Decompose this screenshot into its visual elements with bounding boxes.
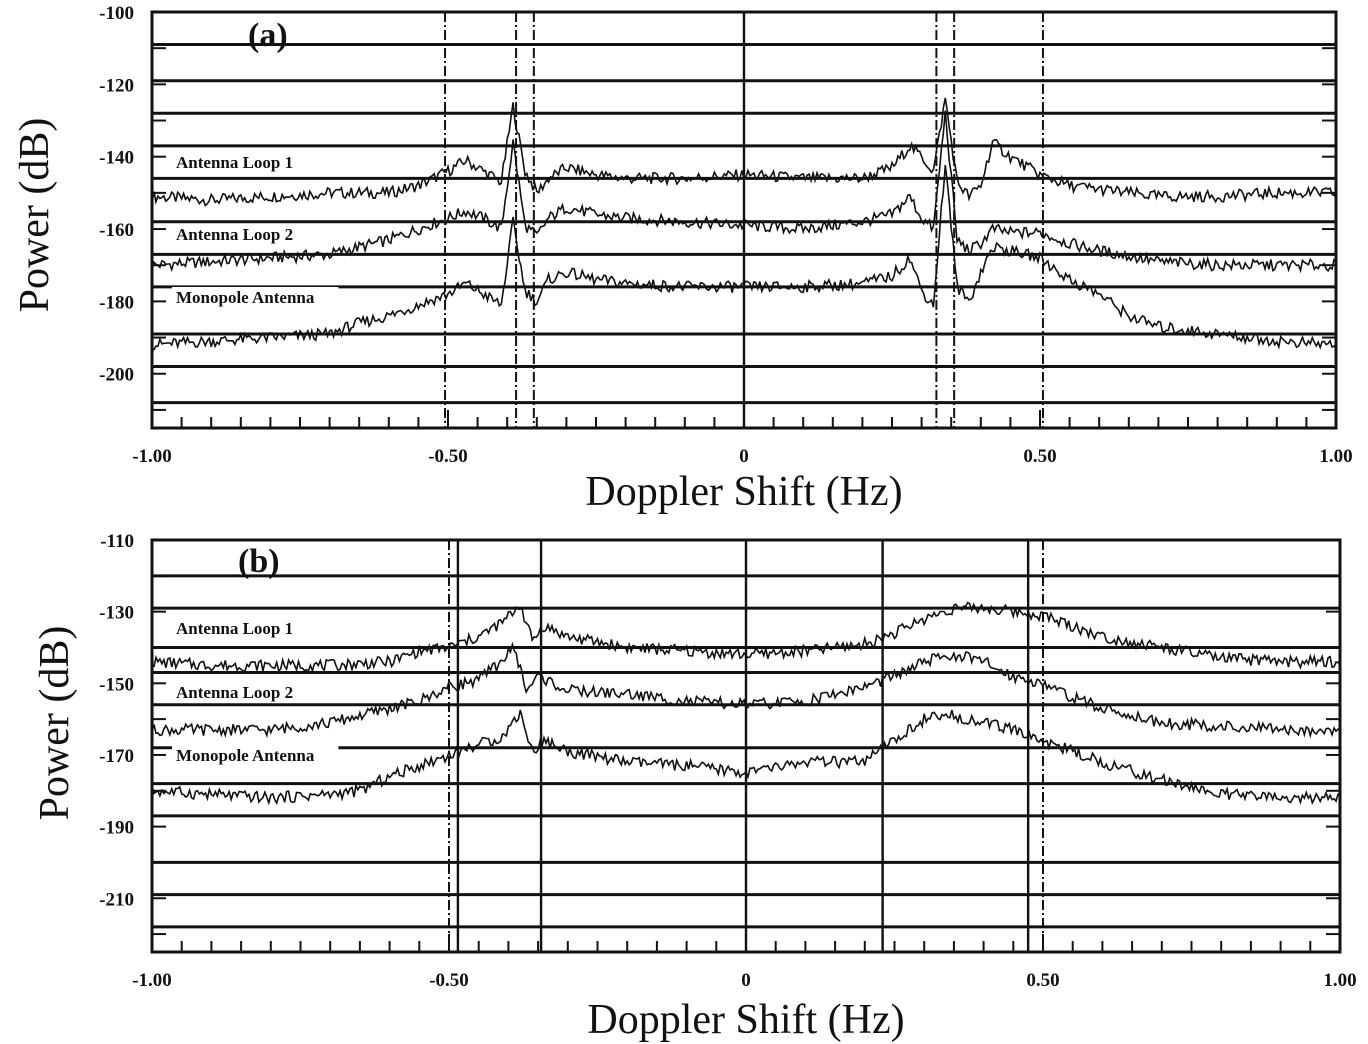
series-label-bg	[172, 152, 318, 172]
series-label: Antenna Loop 2	[176, 225, 293, 244]
y-axis-ticks: -110 -130 -150 -170 -190 -210	[99, 531, 1340, 936]
x-axis-title: Doppler Shift (Hz)	[585, 469, 902, 515]
series-label: Monopole Antenna	[176, 288, 315, 307]
y-tick-label: -190	[99, 818, 134, 839]
y-tick-label: -170	[99, 746, 134, 767]
x-tick-label: 0.50	[1023, 446, 1056, 467]
series-label-bg	[172, 287, 339, 307]
series-labels: Antenna Loop 1 Antenna Loop 2 Monopole Ant…	[172, 152, 339, 307]
series-label: Antenna Loop 1	[176, 619, 293, 638]
series-line-0	[151, 601, 1341, 674]
y-tick-label: -100	[99, 3, 134, 24]
plot-frame	[150, 538, 1342, 954]
y-tick-label: -180	[99, 292, 134, 313]
series-line-1	[151, 641, 1341, 739]
x-tick-label: 0.50	[1026, 970, 1059, 991]
series-labels: Antenna Loop 1 Antenna Loop 2 Monopole Ant…	[172, 618, 339, 765]
y-axis-title: Power (dB)	[12, 118, 58, 313]
y-tick-label: -210	[99, 889, 134, 910]
x-tick-label: -1.00	[132, 446, 172, 467]
series-label-bg	[172, 682, 318, 702]
series-group	[151, 97, 1337, 352]
series-group	[151, 601, 1341, 806]
panel-label: (b)	[238, 543, 280, 580]
series-label: Monopole Antenna	[176, 746, 315, 765]
series-label-bg	[172, 224, 318, 244]
x-tick-label: -0.50	[428, 446, 468, 467]
series-line-2	[151, 165, 1337, 352]
x-axis-title: Doppler Shift (Hz)	[587, 997, 904, 1043]
plot-frame	[150, 10, 1338, 430]
series-label-bg	[172, 745, 339, 765]
y-tick-label: -120	[99, 75, 134, 96]
panel-b: -110 -130 -150 -170 -190 -210 -1.00 -0.50 0 0.50…	[32, 531, 1357, 1043]
vertical-reference-lines	[448, 540, 1044, 952]
x-tick-label: -1.00	[132, 970, 172, 991]
x-axis-ticks: -1.00 -0.50 0 0.50 1.00	[132, 934, 1357, 991]
y-tick-label: -140	[99, 148, 134, 169]
vertical-reference-lines	[444, 12, 1044, 428]
series-label: Antenna Loop 1	[176, 153, 293, 172]
x-tick-label: 0	[739, 446, 749, 467]
series-line-2	[151, 709, 1341, 806]
panel-label: (a)	[248, 17, 288, 54]
y-tick-label: -110	[100, 531, 134, 552]
series-label-bg	[172, 618, 318, 638]
x-tick-label: 0	[741, 970, 751, 991]
y-axis-ticks: -100 -120 -140 -160 -180 -200	[99, 3, 1336, 411]
series-line-0	[151, 97, 1337, 207]
x-tick-label: -0.50	[429, 970, 469, 991]
x-tick-label: 1.00	[1323, 970, 1356, 991]
series-label: Antenna Loop 2	[176, 683, 293, 702]
y-tick-label: -160	[99, 220, 134, 241]
x-tick-label: 1.00	[1319, 446, 1352, 467]
panel-a: -100 -120 -140 -160 -180 -200 -1.00 -0.50 0 0.50…	[12, 3, 1353, 515]
y-tick-label: -200	[99, 365, 134, 386]
y-tick-label: -130	[99, 603, 134, 624]
series-line-1	[151, 110, 1337, 274]
x-axis-ticks: -1.00 -0.50 0 0.50 1.00	[132, 410, 1353, 467]
y-tick-label: -150	[99, 674, 134, 695]
y-axis-title: Power (dB)	[32, 626, 78, 821]
